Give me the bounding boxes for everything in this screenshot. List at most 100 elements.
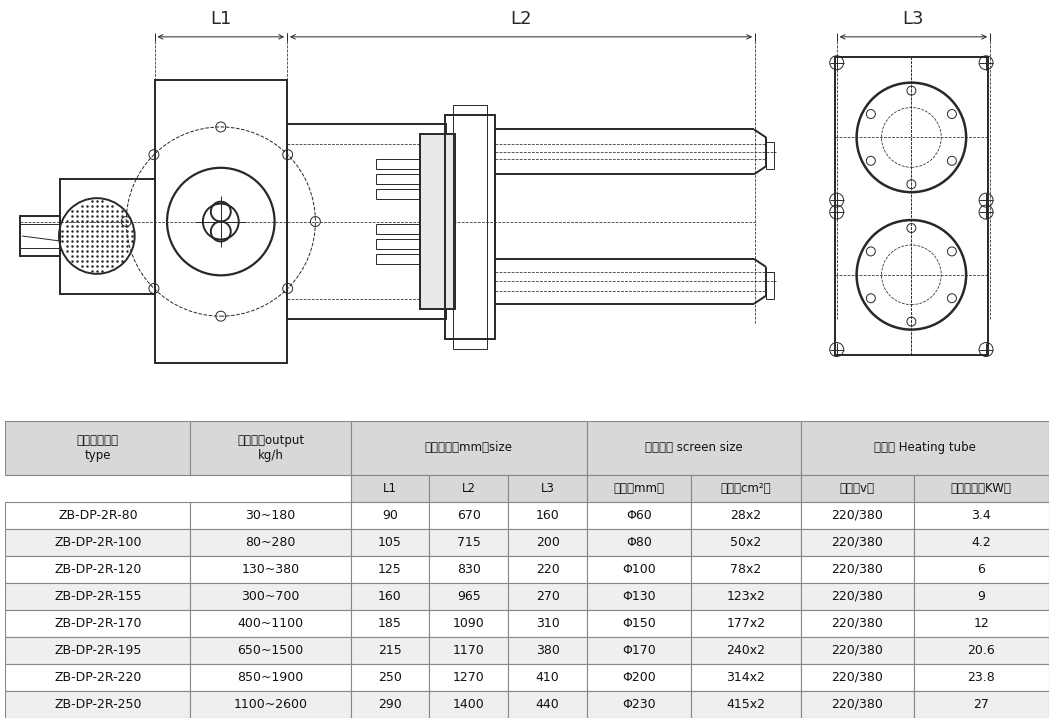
Bar: [429, 637, 508, 663]
Bar: [191, 691, 351, 718]
Bar: [766, 272, 774, 299]
Text: 410: 410: [535, 671, 560, 684]
Text: 125: 125: [378, 563, 402, 576]
Bar: [801, 555, 914, 583]
Bar: [351, 583, 429, 610]
Bar: [287, 125, 446, 319]
Bar: [691, 583, 801, 610]
Text: ZB-DP-2R-250: ZB-DP-2R-250: [54, 697, 141, 710]
Bar: [351, 555, 429, 583]
Text: 200: 200: [535, 536, 560, 549]
Text: 300~700: 300~700: [241, 589, 299, 602]
Text: 50x2: 50x2: [730, 536, 762, 549]
Bar: [351, 637, 429, 663]
Text: L3: L3: [902, 10, 924, 28]
Bar: [691, 502, 801, 529]
Bar: [587, 610, 691, 637]
Text: Φ100: Φ100: [622, 563, 656, 576]
Text: ZB-DP-2R-170: ZB-DP-2R-170: [54, 617, 141, 630]
Text: 面积（cm²）: 面积（cm²）: [721, 481, 772, 494]
Bar: [508, 691, 587, 718]
Text: 28x2: 28x2: [730, 508, 761, 521]
Text: 220/380: 220/380: [832, 644, 883, 657]
Bar: [691, 610, 801, 637]
Bar: [801, 502, 914, 529]
Bar: [508, 475, 587, 502]
Text: 314x2: 314x2: [726, 671, 765, 684]
Bar: [351, 691, 429, 718]
Text: 177x2: 177x2: [726, 617, 765, 630]
Bar: [914, 691, 1049, 718]
Bar: [508, 663, 587, 691]
Bar: [587, 475, 691, 502]
Bar: [375, 174, 421, 184]
Text: L1: L1: [383, 481, 397, 494]
Text: 30~180: 30~180: [246, 508, 295, 521]
Bar: [914, 555, 1049, 583]
Text: 加热功率（KW）: 加热功率（KW）: [951, 481, 1012, 494]
Text: 715: 715: [456, 536, 481, 549]
Text: 440: 440: [535, 697, 560, 710]
Text: 310: 310: [535, 617, 560, 630]
Bar: [429, 691, 508, 718]
Bar: [191, 555, 351, 583]
Bar: [801, 420, 1049, 475]
Text: 830: 830: [456, 563, 481, 576]
Text: Φ230: Φ230: [622, 697, 656, 710]
Text: 80~280: 80~280: [246, 536, 296, 549]
Bar: [691, 529, 801, 555]
Bar: [5, 502, 191, 529]
Text: 965: 965: [457, 589, 481, 602]
Text: 270: 270: [535, 589, 560, 602]
Bar: [587, 529, 691, 555]
Text: 650~1500: 650~1500: [237, 644, 304, 657]
Text: 123x2: 123x2: [726, 589, 765, 602]
Bar: [375, 254, 421, 264]
Text: 27: 27: [973, 697, 989, 710]
Bar: [429, 502, 508, 529]
Text: 400~1100: 400~1100: [237, 617, 304, 630]
Text: 290: 290: [378, 697, 402, 710]
Text: Φ200: Φ200: [622, 671, 656, 684]
Bar: [421, 134, 455, 309]
Text: 185: 185: [378, 617, 402, 630]
Bar: [191, 529, 351, 555]
Bar: [587, 420, 801, 475]
Bar: [375, 224, 421, 234]
Bar: [5, 663, 191, 691]
Bar: [155, 80, 287, 363]
Bar: [914, 529, 1049, 555]
Bar: [351, 529, 429, 555]
Bar: [587, 691, 691, 718]
Bar: [351, 420, 587, 475]
Text: 6: 6: [977, 563, 985, 576]
Text: Φ170: Φ170: [622, 644, 656, 657]
Text: ZB-DP-2R-100: ZB-DP-2R-100: [54, 536, 141, 549]
Text: L2: L2: [510, 10, 532, 28]
Bar: [453, 104, 487, 349]
Bar: [429, 610, 508, 637]
Bar: [914, 610, 1049, 637]
Bar: [429, 475, 508, 502]
Text: 130~380: 130~380: [241, 563, 299, 576]
Text: 160: 160: [378, 589, 402, 602]
Bar: [20, 224, 60, 248]
Bar: [508, 555, 587, 583]
Text: 220/380: 220/380: [832, 617, 883, 630]
Text: 1090: 1090: [453, 617, 485, 630]
Bar: [801, 610, 914, 637]
Bar: [587, 555, 691, 583]
Text: 23.8: 23.8: [968, 671, 995, 684]
Bar: [587, 502, 691, 529]
Bar: [691, 691, 801, 718]
Text: 电压（v）: 电压（v）: [840, 481, 875, 494]
Bar: [801, 583, 914, 610]
Text: Φ80: Φ80: [626, 536, 652, 549]
Text: 160: 160: [535, 508, 560, 521]
Bar: [508, 502, 587, 529]
Bar: [20, 216, 60, 256]
Text: 加热器 Heating tube: 加热器 Heating tube: [874, 441, 976, 454]
Text: 220/380: 220/380: [832, 589, 883, 602]
Bar: [5, 691, 191, 718]
Text: ZB-DP-2R-195: ZB-DP-2R-195: [54, 644, 141, 657]
